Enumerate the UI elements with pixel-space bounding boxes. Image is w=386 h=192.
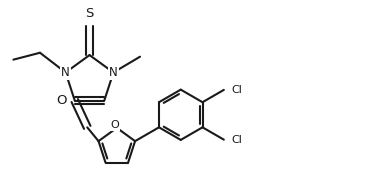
Text: Cl: Cl	[231, 85, 242, 95]
Text: Cl: Cl	[231, 135, 242, 145]
Text: O: O	[57, 94, 67, 107]
Text: S: S	[85, 7, 94, 20]
Text: O: O	[110, 120, 119, 130]
Text: N: N	[61, 66, 70, 79]
Text: N: N	[109, 66, 118, 79]
